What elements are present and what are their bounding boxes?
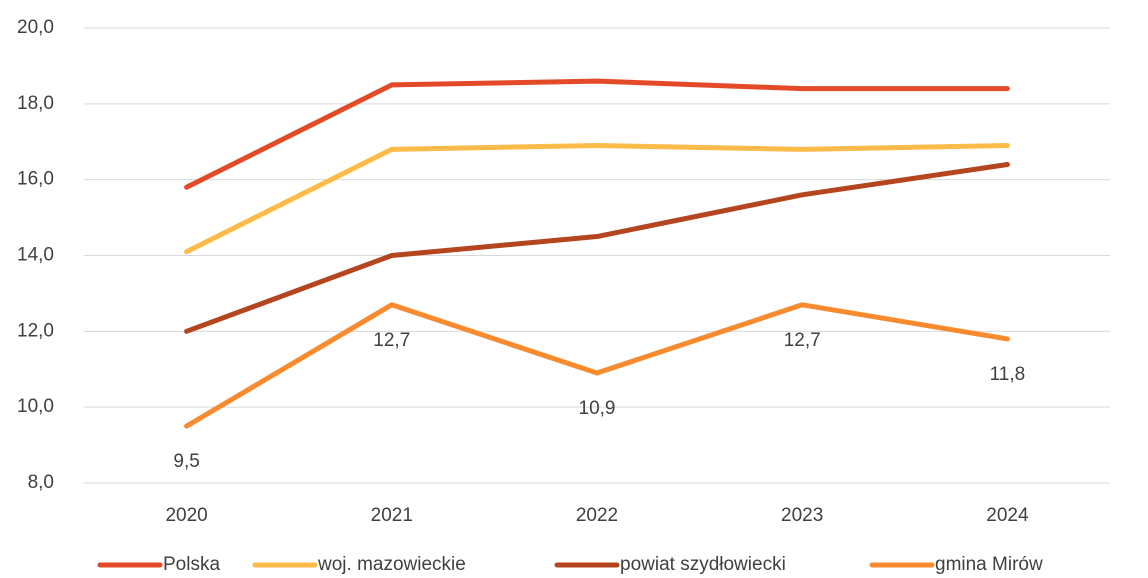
data-label: 12,7 <box>784 330 821 351</box>
data-label: 11,8 <box>990 364 1026 385</box>
y-tick-label: 16,0 <box>17 169 54 190</box>
x-tick-label: 2023 <box>781 505 823 526</box>
series-line <box>184 143 1010 255</box>
series-line <box>184 78 1010 190</box>
series-line <box>184 162 1010 334</box>
x-tick-label: 2021 <box>371 505 413 526</box>
data-label: 9,5 <box>173 451 199 472</box>
y-tick-label: 8,0 <box>28 472 54 493</box>
x-tick-label: 2024 <box>986 505 1029 526</box>
y-tick-label: 20,0 <box>17 17 54 38</box>
legend-label: powiat szydłowiecki <box>620 554 786 575</box>
y-tick-label: 12,0 <box>17 320 54 341</box>
y-tick-label: 10,0 <box>17 396 54 417</box>
legend-label: gmina Mirów <box>935 554 1043 575</box>
x-tick-label: 2020 <box>165 505 207 526</box>
legend-label: woj. mazowieckie <box>317 554 466 575</box>
x-tick-label: 2022 <box>576 505 618 526</box>
data-label: 12,7 <box>373 330 410 351</box>
y-tick-label: 14,0 <box>17 245 54 266</box>
series-line <box>184 302 1010 429</box>
legend-label: Polska <box>163 554 220 575</box>
data-label: 10,9 <box>579 398 616 419</box>
y-tick-label: 18,0 <box>17 93 54 114</box>
